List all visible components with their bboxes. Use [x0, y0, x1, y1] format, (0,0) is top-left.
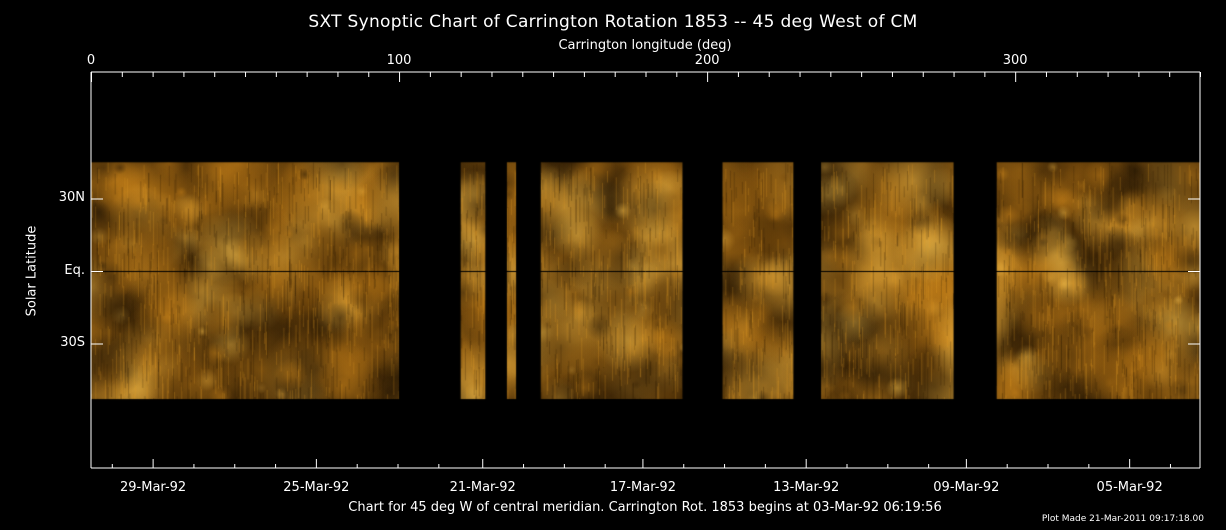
date-tick-label: 13-Mar-92 — [773, 480, 840, 495]
x-tick-label: 300 — [1002, 53, 1028, 68]
synoptic-image — [91, 72, 1200, 468]
x-axis-label: Carrington longitude (deg) — [558, 38, 732, 53]
date-tick-label: 09-Mar-92 — [933, 480, 1000, 495]
date-tick-label: 29-Mar-92 — [120, 480, 187, 495]
date-tick-label: 17-Mar-92 — [609, 480, 676, 495]
date-tick-label: 21-Mar-92 — [449, 480, 516, 495]
y-tick-label: 30S — [60, 335, 85, 350]
date-tick-label: 25-Mar-92 — [283, 480, 350, 495]
date-tick-label: 05-Mar-92 — [1096, 480, 1163, 495]
x-tick-label: 100 — [386, 53, 412, 68]
chart-footer-note: Chart for 45 deg W of central meridian. … — [348, 500, 942, 515]
y-tick-label: Eq. — [64, 262, 85, 278]
chart-title: SXT Synoptic Chart of Carrington Rotatio… — [308, 12, 918, 32]
plot-made-timestamp: Plot Made 21-Mar-2011 09:17:18.00 — [1041, 514, 1204, 524]
x-tick-label: 200 — [694, 53, 720, 68]
x-tick-label: 0 — [86, 53, 96, 68]
y-tick-label: 30N — [58, 190, 85, 205]
